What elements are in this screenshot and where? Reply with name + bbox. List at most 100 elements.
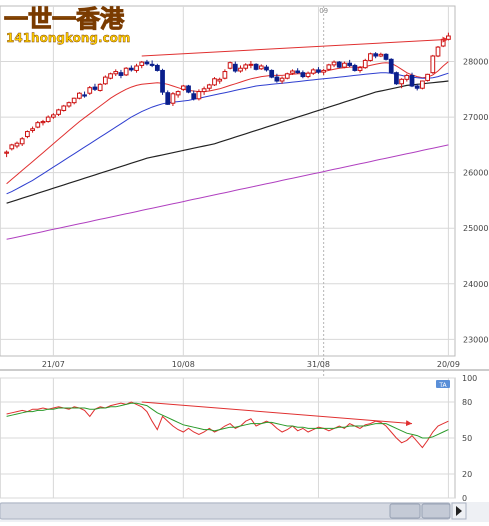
candle	[425, 73, 430, 82]
candle	[191, 90, 197, 101]
scrollbar-thumb[interactable]	[389, 503, 421, 519]
candle	[269, 69, 275, 79]
candle-body	[97, 83, 103, 91]
candle	[295, 68, 301, 74]
moving-average-line-1	[6, 61, 449, 185]
candle-body	[191, 93, 197, 100]
candle-body	[76, 92, 82, 99]
candle-body	[92, 86, 98, 90]
candle	[368, 52, 373, 62]
candle-body	[274, 76, 280, 82]
candle-body	[61, 105, 67, 111]
candle	[284, 72, 290, 80]
candle	[118, 69, 124, 79]
oscillator-y-tick-label: 20	[462, 470, 472, 479]
candle-body	[19, 138, 25, 145]
scroll-right-button[interactable]	[451, 502, 467, 520]
candle	[139, 61, 145, 69]
candle	[347, 59, 353, 68]
horizontal-scrollbar[interactable]	[0, 502, 489, 522]
candle	[414, 83, 420, 91]
candle	[274, 73, 280, 83]
moving-average-line-3	[6, 80, 449, 204]
candle-body	[378, 53, 384, 57]
x-tick-label: 20/09	[437, 360, 460, 369]
candle-body	[409, 74, 415, 87]
candle-body	[388, 58, 394, 74]
candle	[45, 115, 51, 123]
candle-body	[123, 67, 129, 76]
candle	[14, 141, 20, 149]
candle-body	[35, 122, 41, 128]
candle	[222, 69, 228, 80]
moving-average-lines	[6, 61, 449, 240]
candle	[160, 68, 165, 95]
candle	[404, 73, 410, 82]
candle-body	[227, 62, 233, 69]
candle-body	[446, 35, 451, 40]
candle	[212, 77, 217, 86]
y-tick-label: 27000	[463, 113, 488, 122]
oscillator-y-tick-label: 100	[462, 374, 477, 383]
site-logo: 一世一香港 141hongkong.com	[4, 5, 131, 46]
candle-body	[154, 64, 160, 71]
candle-body	[435, 46, 441, 57]
candle	[342, 61, 347, 69]
candle-body	[149, 63, 155, 66]
candle	[51, 113, 56, 119]
candle-body	[30, 128, 35, 131]
main-axes: 23000 24000 25000 26000 27000 28000 21/07 10/08…	[0, 7, 489, 371]
candle-body	[414, 85, 420, 89]
candle-body	[196, 91, 202, 100]
candle-body	[238, 67, 243, 72]
candle-body	[253, 63, 259, 70]
candle	[30, 126, 35, 133]
candle-body	[165, 92, 171, 105]
oscillator-trendline-arrow	[141, 401, 413, 427]
candlestick-series	[4, 32, 451, 158]
candle	[206, 83, 212, 91]
y-tick-label: 25000	[463, 224, 488, 233]
oscillator-y-tick-label: 0	[462, 494, 467, 503]
candle-body	[425, 73, 430, 81]
candle	[290, 69, 295, 75]
candle-body	[394, 72, 399, 85]
candle	[97, 83, 103, 92]
candle-body	[269, 69, 275, 78]
candle-body	[336, 61, 342, 68]
candle-body	[243, 64, 249, 69]
candle-body	[134, 65, 139, 71]
candle-body	[40, 121, 46, 124]
candle	[248, 61, 254, 69]
candle	[61, 104, 67, 112]
candle-body	[305, 72, 311, 78]
candle-body	[118, 72, 124, 76]
candle-body	[310, 69, 316, 74]
candle-body	[248, 63, 254, 66]
candle	[186, 84, 191, 94]
candle-body	[14, 142, 20, 147]
candle	[264, 64, 269, 72]
scrollbar-track[interactable]	[0, 502, 451, 520]
candle	[66, 101, 72, 108]
candle	[108, 72, 113, 80]
candle	[383, 53, 389, 61]
candle-body	[217, 78, 223, 82]
candle	[310, 68, 316, 75]
candle-body	[430, 55, 436, 74]
candle	[76, 92, 82, 100]
scrollbar-thumb-end[interactable]	[421, 503, 451, 519]
candle-body	[357, 67, 363, 71]
candle	[128, 65, 134, 72]
candle	[336, 61, 342, 69]
candle	[25, 130, 30, 139]
candle-body	[82, 94, 87, 97]
indicator-settings-badge[interactable]: TA	[436, 380, 450, 389]
candle-body	[264, 66, 269, 71]
candle-body	[206, 84, 212, 89]
candle-body	[139, 61, 145, 66]
candle-body	[258, 65, 264, 70]
candle	[82, 91, 87, 98]
candle-body	[300, 72, 306, 78]
candle-body	[368, 53, 373, 61]
